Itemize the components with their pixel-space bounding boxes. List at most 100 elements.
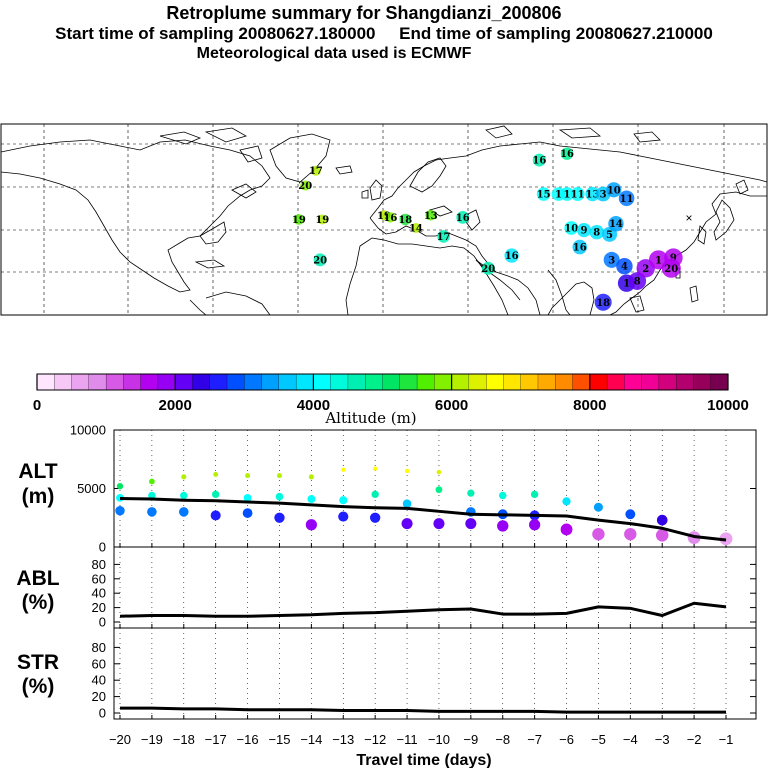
plume-scatter-point xyxy=(530,490,539,499)
colorbar-tick-label: 0 xyxy=(33,397,41,414)
colorbar-cell xyxy=(175,373,193,391)
colorbar-cell xyxy=(36,373,55,391)
colorbar-cell xyxy=(572,373,591,391)
plume-scatter-point xyxy=(211,490,220,499)
plume-day-label: 11 xyxy=(620,194,634,205)
plume-scatter-point xyxy=(497,520,509,532)
y-tick-label: 0 xyxy=(99,615,106,630)
plume-day-label: 20 xyxy=(313,255,327,266)
plume-marker xyxy=(628,272,647,290)
plume-day-label: 19 xyxy=(377,211,391,222)
colorbar-cells xyxy=(36,373,729,391)
x-tick-label: −17 xyxy=(205,732,227,747)
colorbar-tick-label: 10000 xyxy=(707,397,749,414)
x-tick-label: −11 xyxy=(397,732,418,747)
plume-day-label: 8 xyxy=(634,277,641,288)
plume-marker xyxy=(560,187,574,201)
time-series-panels: 0500010000ALT(m)020406080ABL(%)020406080… xyxy=(16,423,757,721)
x-tick-label: −18 xyxy=(173,732,195,747)
plume-day-label: 17 xyxy=(437,232,451,243)
plume-scatter-point xyxy=(625,509,636,520)
x-tick-label: −4 xyxy=(623,732,638,747)
plume-day-label: 13 xyxy=(424,211,438,222)
plume-marker xyxy=(385,212,396,223)
plume-scatter-point xyxy=(181,474,187,480)
y-tick-label: 80 xyxy=(92,640,106,655)
panel-frame xyxy=(113,627,757,720)
plume-scatter-point xyxy=(593,502,603,512)
plume-marker xyxy=(585,186,600,202)
plume-scatter-point xyxy=(436,469,442,475)
plume-marker xyxy=(589,225,604,240)
plume-day-label: 18 xyxy=(398,215,412,226)
plume-scatter-point xyxy=(308,474,314,480)
y-axis-label: ABL xyxy=(16,567,59,590)
plume-scatter-point xyxy=(338,511,349,522)
x-tick-label: −16 xyxy=(237,732,259,747)
colorbar-cell xyxy=(244,373,263,391)
colorbar-cell xyxy=(226,373,245,391)
panel-frame xyxy=(113,429,757,548)
colorbar-cell xyxy=(278,373,297,391)
plume-marker xyxy=(603,251,620,268)
plume-day-label: 1 xyxy=(623,279,630,290)
plume-scatter-point xyxy=(116,482,124,490)
y-tick-label: 20 xyxy=(92,600,106,615)
colorbar-label: Altitude (m) xyxy=(324,409,416,427)
y-axis-label: STR xyxy=(17,651,59,674)
plume-scatter-point xyxy=(498,491,507,500)
plume-day-label: 1 xyxy=(564,190,571,201)
colorbar-cell xyxy=(209,373,228,391)
colorbar-cell xyxy=(399,373,418,391)
plume-scatter-point xyxy=(339,496,348,505)
plume-scatter-point xyxy=(180,491,188,500)
colorbar-cell xyxy=(520,373,539,391)
plume-marker xyxy=(504,248,519,263)
plume-day-label: 10 xyxy=(564,223,578,234)
plume-scatter-point xyxy=(467,489,475,497)
plume-scatter-point xyxy=(373,466,378,471)
x-axis: −20 −19 −18 −17 −16 −15 −14 −13 −12 −11 −10 −9 −8 −7 −… xyxy=(109,732,733,747)
y-tick-label: 5000 xyxy=(77,481,106,496)
plume-day-label: 20 xyxy=(298,181,312,192)
y-tick-label: 40 xyxy=(92,673,106,688)
y-axis-unit: (%) xyxy=(22,591,55,614)
met-data-label: Meteorological data used is ECMWF xyxy=(196,45,472,62)
plume-day-label: 15 xyxy=(537,190,551,201)
x-axis-label: Travel time (days) xyxy=(356,752,491,768)
colorbar-cell xyxy=(693,373,712,391)
series-line-abl xyxy=(119,601,727,618)
sampling-times: Start time of sampling 20080627.180000 E… xyxy=(0,24,768,44)
chart-title: Retroplume summary for Shangdianzi_20080… xyxy=(166,3,562,23)
plume-scatter-point xyxy=(656,514,668,526)
series-line-alt xyxy=(119,496,727,542)
colorbar-cell xyxy=(624,373,643,391)
plume-marker xyxy=(293,214,305,225)
y-axis-unit: (%) xyxy=(22,675,55,698)
plume-day-label: 5 xyxy=(606,230,613,241)
plume-scatter-point xyxy=(369,512,381,523)
x-tick-label: −6 xyxy=(559,732,574,747)
y-axis-label: ALT xyxy=(18,460,57,483)
plume-marker xyxy=(661,258,681,278)
plume-day-label: 11 xyxy=(571,190,585,201)
plume-marker xyxy=(618,190,635,207)
x-tick-label: −8 xyxy=(495,732,510,747)
plume-marker xyxy=(410,222,421,233)
plume-marker xyxy=(399,213,411,226)
x-tick-label: −13 xyxy=(332,732,354,747)
plume-day-label: 19 xyxy=(292,215,306,226)
plume-day-label: 2 xyxy=(642,264,649,275)
x-tick-label: −2 xyxy=(687,732,702,747)
plume-scatter-point xyxy=(210,510,221,521)
colorbar-cell xyxy=(658,373,677,391)
colorbar-ticks: 0 2000 4000 6000 8000 10000 xyxy=(33,374,749,414)
plume-marker xyxy=(425,209,437,221)
plume-scatter-point xyxy=(149,478,155,485)
colorbar-cell xyxy=(105,373,124,391)
colorbar-tick-label: 6000 xyxy=(435,397,468,414)
x-tick-label: −19 xyxy=(141,732,163,747)
